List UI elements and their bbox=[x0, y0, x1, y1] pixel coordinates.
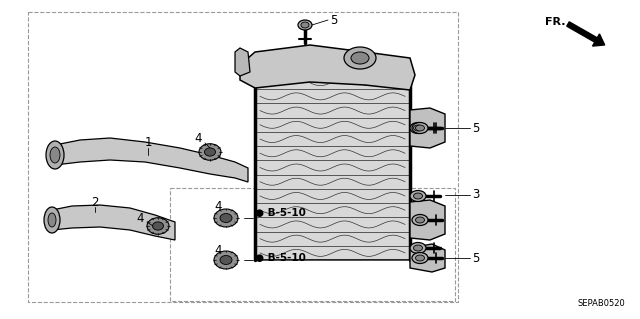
Text: FR.: FR. bbox=[545, 17, 565, 27]
FancyArrow shape bbox=[567, 22, 605, 46]
Ellipse shape bbox=[50, 147, 60, 163]
Ellipse shape bbox=[351, 52, 369, 64]
Ellipse shape bbox=[147, 218, 169, 234]
Text: 4: 4 bbox=[136, 211, 144, 225]
Text: 3: 3 bbox=[472, 189, 479, 202]
Ellipse shape bbox=[214, 251, 238, 269]
Ellipse shape bbox=[48, 213, 56, 227]
Ellipse shape bbox=[415, 217, 424, 223]
Ellipse shape bbox=[220, 213, 232, 222]
Ellipse shape bbox=[412, 253, 428, 263]
Polygon shape bbox=[52, 205, 175, 240]
Text: 5: 5 bbox=[472, 122, 479, 135]
Text: ● B-5-10: ● B-5-10 bbox=[255, 253, 306, 263]
Text: 1: 1 bbox=[144, 136, 152, 149]
Ellipse shape bbox=[205, 148, 216, 156]
Ellipse shape bbox=[344, 47, 376, 69]
Text: 4: 4 bbox=[195, 131, 202, 145]
Ellipse shape bbox=[44, 207, 60, 233]
Ellipse shape bbox=[301, 22, 309, 28]
Ellipse shape bbox=[410, 190, 426, 202]
Polygon shape bbox=[235, 48, 250, 76]
Ellipse shape bbox=[412, 122, 428, 133]
Text: 5: 5 bbox=[330, 13, 337, 26]
Text: 5: 5 bbox=[472, 251, 479, 264]
Ellipse shape bbox=[412, 214, 428, 226]
Polygon shape bbox=[55, 138, 248, 182]
Polygon shape bbox=[410, 244, 445, 272]
Ellipse shape bbox=[413, 193, 422, 199]
Text: 2: 2 bbox=[92, 196, 99, 209]
Polygon shape bbox=[410, 108, 445, 148]
Ellipse shape bbox=[220, 256, 232, 264]
Ellipse shape bbox=[415, 255, 424, 261]
Ellipse shape bbox=[199, 144, 221, 160]
Ellipse shape bbox=[214, 209, 238, 227]
Ellipse shape bbox=[410, 122, 426, 133]
Ellipse shape bbox=[152, 222, 163, 230]
Polygon shape bbox=[240, 45, 415, 90]
Text: SEPAB0520: SEPAB0520 bbox=[577, 299, 625, 308]
Ellipse shape bbox=[413, 245, 422, 251]
Text: 4: 4 bbox=[214, 243, 221, 256]
Polygon shape bbox=[410, 200, 445, 240]
Text: 4: 4 bbox=[214, 201, 221, 213]
Ellipse shape bbox=[46, 141, 64, 169]
Bar bbox=[255, 75, 410, 260]
Ellipse shape bbox=[415, 125, 424, 131]
Text: ● B-5-10: ● B-5-10 bbox=[255, 208, 306, 218]
Ellipse shape bbox=[413, 125, 422, 131]
Ellipse shape bbox=[410, 242, 426, 254]
Ellipse shape bbox=[298, 20, 312, 30]
